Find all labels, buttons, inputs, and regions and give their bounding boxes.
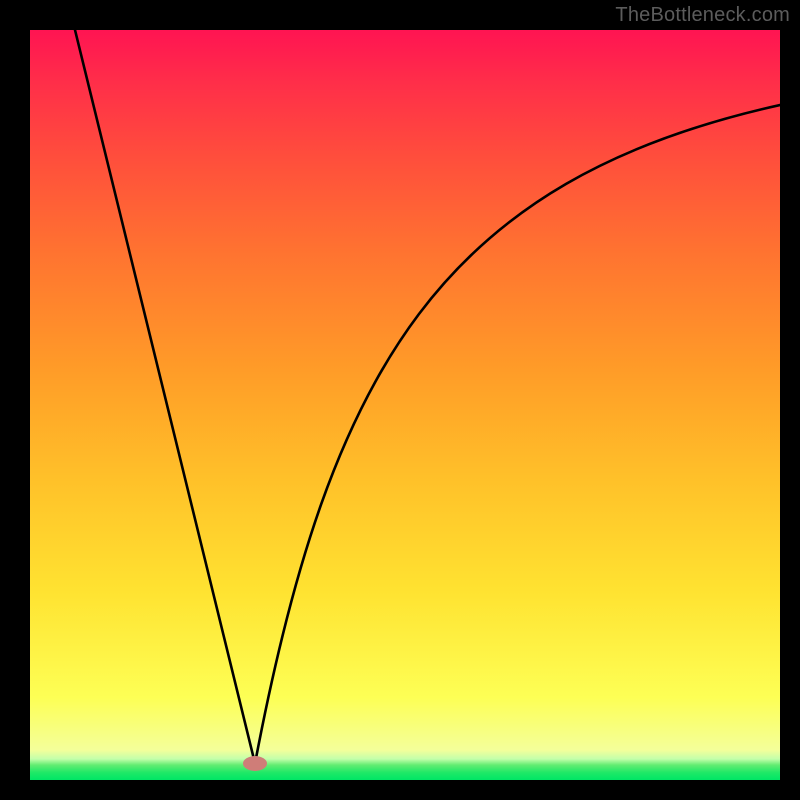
watermark-label: TheBottleneck.com	[615, 4, 790, 27]
bottleneck-chart	[30, 30, 780, 780]
chart-container: TheBottleneck.com	[0, 0, 800, 800]
plot-area	[30, 30, 780, 780]
optimum-marker	[243, 756, 267, 771]
gradient-background	[30, 30, 780, 780]
